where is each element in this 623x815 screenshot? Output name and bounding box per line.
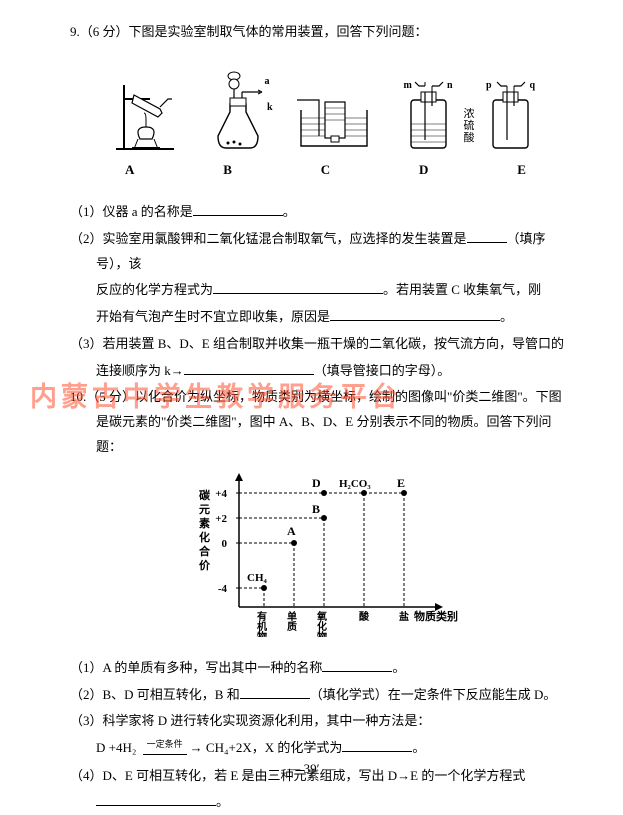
apparatus-b: a k [208,70,268,152]
q10-s3-post: 。 [412,740,425,755]
ytick: +4 [215,488,227,500]
d-label: 浓硫酸 [463,108,476,144]
q10-s2: （2）B、D 可相互转化，B 和 （填化学式）在一定条件下反应能生成 D。 [70,683,568,708]
blank[interactable] [467,242,507,243]
q9-s2-l3b: 。 [500,309,513,324]
blank[interactable] [240,698,310,699]
xtick: 酸 [359,610,370,623]
q9-s1-pre: （1）仪器 a 的名称是 [70,204,193,219]
q9-s3-l2b: （填导管接口的字母）。 [314,363,451,378]
tag-n: n [447,76,453,95]
ytick: +2 [215,513,227,525]
blank[interactable] [322,671,392,672]
chart-svg: +4 +2 0 -4 碳 元 素 化 合 价 CH₄ A B D [179,467,459,637]
blank[interactable] [96,805,216,806]
blank[interactable] [342,751,412,752]
tag-a: a [265,72,270,91]
q10-s1-post: 。 [392,660,405,675]
q10-header2: 是碳元素的"价类二维图"，图中 A、B、D、E 分别表示不同的物质。回答下列问题… [70,410,568,459]
ylabel: 元 [199,503,210,516]
q10-s1-pre: （1）A 的单质有多种，写出其中一种的名称 [70,660,322,675]
blank[interactable] [184,374,314,375]
lbl-e: E [517,158,526,183]
pt-d: D [312,476,321,490]
q10-text2: 是碳元素的"价类二维图"，图中 A、B、D、E 分别表示不同的物质。回答下列问题… [96,414,552,454]
pt-h2co3: H₂CO₃ [339,478,371,490]
lbl-c: C [321,158,330,183]
blank[interactable] [193,215,283,216]
q10-s4-post: 。 [216,794,229,809]
pt-b: B [312,502,320,516]
apparatus-labels: A B C D E [125,158,526,183]
q9-header: 9.（6 分）下图是实验室制取气体的常用装置，回答下列问题： [70,20,568,45]
q9-num: 9.（6 分） [70,24,129,39]
xtick: 盐 [399,610,409,623]
q10-s3-pre: （3）科学家将 D 进行转化实现资源化利用，其中一种方法是： [70,713,430,728]
q10-s2-pre: （2）B、D 可相互转化，B 和 [70,687,240,702]
q9-s1: （1）仪器 a 的名称是 。 [70,200,568,225]
blank[interactable] [330,320,500,321]
q9-s2-l2a: 反应的化学方程式为 [96,282,213,297]
q10-s3: （3）科学家将 D 进行转化实现资源化利用，其中一种方法是： [70,709,568,734]
q9-s3b: 连接顺序为 k→ （填导管接口的字母）。 [70,359,568,384]
q10-s1: （1）A 的单质有多种，写出其中一种的名称 。 [70,656,568,681]
page-number: — 39′ — [0,757,623,782]
pt-a: A [287,524,296,538]
q9-s3: （3）若用装置 B、D、E 组合制取并收集一瓶干燥的二氧化碳，按气流方向，导管口… [70,332,568,357]
eq-right: CH₄+2X，X 的化学式为 [206,740,342,755]
eq-left: D +4H₂ [96,740,136,755]
ylabel: 价 [199,559,211,572]
lbl-a: A [125,158,134,183]
ylabel: 化 [199,530,210,544]
apparatus-a-svg [110,77,180,152]
q10-header: 10.（5 分）以化合价为纵坐标，物质类别为横坐标，绘制的图像叫"价类二维图"。… [70,385,568,410]
q10-text1: 以化合价为纵坐标，物质类别为横坐标，绘制的图像叫"价类二维图"。下图 [135,389,562,404]
lbl-d: D [419,158,428,183]
ylabel: 合 [199,544,211,558]
apparatus-row: a k [110,57,538,152]
tag-q: q [529,76,535,95]
xtick: 物 [317,630,327,637]
blank[interactable] [213,293,383,294]
q9-s3-pre: （3）若用装置 B、D、E 组合制取并收集一瓶干燥的二氧化碳，按气流方向，导管口… [70,336,564,351]
xlabel: 物质类别 [414,609,458,623]
ytick: 0 [222,538,228,550]
tag-p: p [486,76,492,95]
eq-cond: 一定条件 [143,736,187,754]
q9-s2: （2）实验室用氯酸钾和二氧化锰混合制取氧气，应选择的发生装置是（填序号），该 [70,227,568,276]
q9-s2c: 开始有气泡产生时不宜立即收集，原因是 。 [70,305,568,330]
apparatus-c [295,92,373,152]
q9-s2-l3a: 开始有气泡产生时不宜立即收集，原因是 [96,309,330,324]
page-num-val: 39 [304,761,317,776]
q10-num: 10.（5 分） [70,389,135,404]
apparatus-b-svg [208,70,268,152]
chart: +4 +2 0 -4 碳 元 素 化 合 价 CH₄ A B D [70,467,568,646]
ylabel: 素 [199,516,210,530]
ytick: -4 [218,583,228,595]
apparatus-a [110,77,180,152]
xtick: 物 [257,630,267,637]
q9-text: 下图是实验室制取气体的常用装置，回答下列问题： [129,24,428,39]
q9-s1-post: 。 [283,204,296,219]
tag-k: k [267,98,273,117]
d-label-text: 浓硫酸 [463,108,476,144]
q10-s4b: 。 [70,790,568,815]
pt-e: E [397,476,405,490]
q9-s2b: 反应的化学方程式为 。若用装置 C 收集氧气，刚 [70,278,568,303]
apparatus-e: p q [483,80,538,152]
q10-s2-post: （填化学式）在一定条件下反应能生成 D。 [310,687,557,702]
pt-ch4: CH₄ [247,572,268,584]
apparatus-d: m n 浓硫酸 [401,80,456,152]
apparatus-c-svg [295,92,373,152]
tag-m: m [404,76,412,95]
q9-s2-l2b: 。若用装置 C 收集氧气，刚 [383,282,541,297]
q9-s3-l2a: 连接顺序为 k→ [96,363,184,378]
q9-s2-pre: （2）实验室用氯酸钾和二氧化锰混合制取氧气，应选择的发生装置是 [70,231,467,246]
xtick: 质 [287,620,297,633]
lbl-b: B [223,158,232,183]
ylabel: 碳 [199,488,211,502]
